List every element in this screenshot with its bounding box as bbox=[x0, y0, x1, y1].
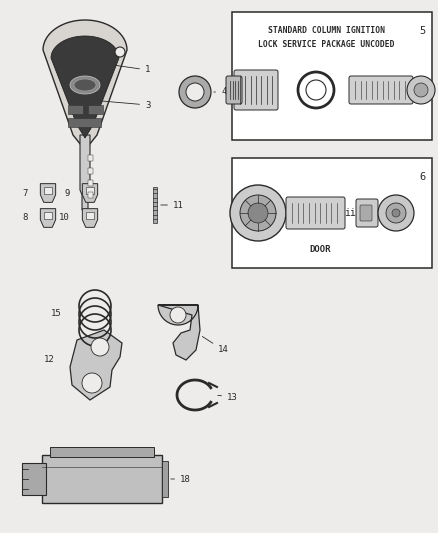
Text: 8: 8 bbox=[23, 214, 28, 222]
Text: 9: 9 bbox=[65, 189, 70, 198]
Circle shape bbox=[186, 83, 204, 101]
Ellipse shape bbox=[74, 79, 96, 91]
Bar bbox=[88, 155, 93, 161]
Polygon shape bbox=[82, 208, 98, 228]
Text: 10: 10 bbox=[59, 214, 70, 222]
Text: DOOR: DOOR bbox=[309, 245, 331, 254]
Circle shape bbox=[91, 338, 109, 356]
Ellipse shape bbox=[70, 76, 100, 94]
Bar bbox=[86, 187, 94, 194]
Text: 5: 5 bbox=[420, 26, 426, 36]
Text: STANDARD COLUMN IGNITION: STANDARD COLUMN IGNITION bbox=[268, 26, 385, 35]
Bar bbox=[68, 118, 101, 127]
FancyBboxPatch shape bbox=[286, 197, 345, 229]
Circle shape bbox=[179, 76, 211, 108]
Bar bbox=[232, 158, 432, 268]
Bar bbox=[153, 187, 157, 223]
Bar bbox=[88, 105, 103, 114]
Bar bbox=[88, 192, 93, 198]
Circle shape bbox=[230, 185, 286, 241]
Text: 14: 14 bbox=[202, 336, 229, 354]
Circle shape bbox=[392, 209, 400, 217]
Bar bbox=[162, 461, 168, 497]
FancyBboxPatch shape bbox=[360, 205, 372, 221]
Text: ii: ii bbox=[344, 208, 356, 218]
Text: LOCK SERVICE PACKAGE UNCODED: LOCK SERVICE PACKAGE UNCODED bbox=[258, 40, 394, 49]
Polygon shape bbox=[40, 184, 56, 203]
Polygon shape bbox=[40, 208, 56, 228]
Polygon shape bbox=[51, 36, 119, 138]
Text: 15: 15 bbox=[51, 309, 62, 318]
Circle shape bbox=[240, 195, 276, 231]
FancyBboxPatch shape bbox=[356, 199, 378, 227]
Text: 6: 6 bbox=[420, 172, 426, 182]
Text: 18: 18 bbox=[171, 474, 191, 483]
Circle shape bbox=[170, 307, 186, 323]
Bar bbox=[232, 12, 432, 140]
Bar bbox=[68, 105, 83, 114]
Circle shape bbox=[82, 373, 102, 393]
Bar bbox=[88, 180, 93, 186]
Polygon shape bbox=[82, 184, 98, 203]
Polygon shape bbox=[43, 20, 127, 150]
Circle shape bbox=[378, 195, 414, 231]
Polygon shape bbox=[80, 135, 90, 210]
Text: 4: 4 bbox=[214, 87, 226, 96]
Circle shape bbox=[407, 76, 435, 104]
Circle shape bbox=[115, 47, 125, 57]
FancyBboxPatch shape bbox=[226, 76, 242, 104]
Polygon shape bbox=[70, 330, 122, 400]
Circle shape bbox=[248, 203, 268, 223]
Text: 1: 1 bbox=[116, 66, 150, 75]
Circle shape bbox=[414, 83, 428, 97]
Bar bbox=[88, 168, 93, 174]
FancyBboxPatch shape bbox=[234, 70, 278, 110]
Bar bbox=[86, 212, 94, 219]
Bar bbox=[22, 463, 46, 495]
Text: 12: 12 bbox=[44, 356, 55, 365]
Bar bbox=[50, 447, 154, 457]
FancyBboxPatch shape bbox=[349, 76, 413, 104]
Circle shape bbox=[386, 203, 406, 223]
Text: 7: 7 bbox=[23, 189, 28, 198]
Text: 11: 11 bbox=[161, 200, 184, 209]
Bar bbox=[44, 187, 52, 194]
Bar bbox=[42, 455, 162, 503]
Polygon shape bbox=[158, 305, 200, 360]
Bar bbox=[44, 212, 52, 219]
Text: 3: 3 bbox=[93, 100, 150, 109]
Text: 13: 13 bbox=[218, 392, 238, 401]
